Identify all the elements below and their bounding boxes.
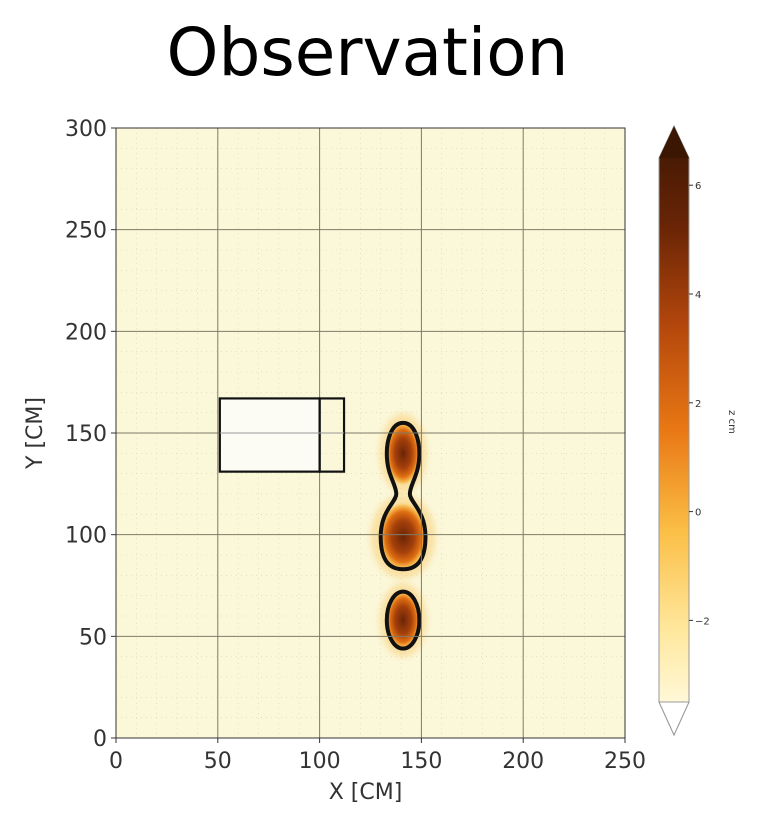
x-tick-label: 0 [109, 749, 123, 774]
colorbar-max-extend [659, 126, 689, 158]
colorbar-tick-label: −2 [695, 616, 710, 627]
colorbar-min-extend [658, 701, 690, 737]
x-tick-label: 150 [400, 749, 442, 774]
colorbar-tick-label: 4 [695, 290, 701, 301]
y-tick-label: 300 [65, 117, 107, 142]
heat-blob-1 [384, 420, 422, 487]
colorbar: 6 4 2 0 −2 z cm [658, 124, 737, 737]
colorbar-tick-label: 0 [695, 508, 701, 519]
y-tick-label: 100 [65, 524, 107, 549]
heat-blob-3 [384, 589, 422, 651]
heat-blob-2 [377, 501, 429, 572]
obstacle-rect-1 [218, 397, 321, 473]
obstacle-rect-2 [318, 397, 346, 473]
colorbar-tick-label: 6 [695, 181, 701, 192]
axes: 0 50 100 150 200 250 0 50 100 150 200 250 300 X [CM] Y… [23, 117, 646, 805]
colorbar-body [658, 124, 690, 737]
chart-title: Observation [166, 14, 569, 91]
y-tick-label: 200 [65, 320, 107, 345]
y-tick-label: 50 [79, 625, 107, 650]
x-tick-label: 100 [299, 749, 341, 774]
y-tick-label: 150 [65, 422, 107, 447]
contour-upper [378, 420, 428, 572]
y-tick-label: 0 [93, 727, 107, 752]
x-tick-label: 50 [204, 749, 232, 774]
x-tick-label: 200 [502, 749, 544, 774]
y-axis-label: Y [CM] [23, 397, 48, 470]
contour-lower [384, 589, 422, 651]
colorbar-label: z cm [726, 410, 737, 434]
plot-area [115, 127, 626, 739]
x-axis-label: X [CM] [329, 780, 403, 805]
x-tick-label: 250 [604, 749, 646, 774]
colorbar-tick-label: 2 [695, 399, 701, 410]
y-tick-label: 250 [65, 219, 107, 244]
